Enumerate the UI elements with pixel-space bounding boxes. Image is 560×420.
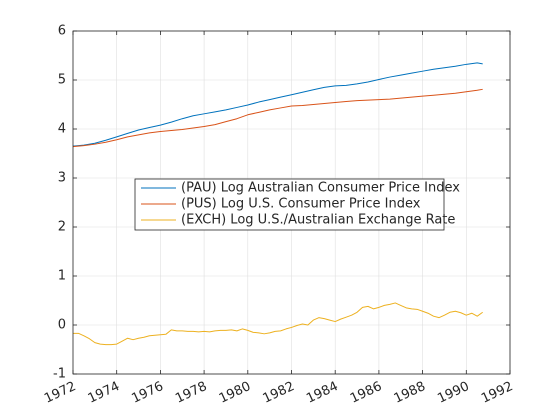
legend-label-0: (PAU) Log Australian Consumer Price Inde… xyxy=(181,181,460,196)
y-tick-label: 1 xyxy=(58,269,66,284)
y-tick-label: 0 xyxy=(58,318,66,333)
y-tick-label: 6 xyxy=(58,24,66,39)
legend-entries: (PAU) Log Australian Consumer Price Inde… xyxy=(141,181,460,228)
legend-label-2: (EXCH) Log U.S./Australian Exchange Rate xyxy=(181,213,455,228)
series-line-2 xyxy=(73,302,483,346)
y-tick-label: 3 xyxy=(58,171,66,186)
y-tick-label: 4 xyxy=(58,122,66,137)
y-tick-label: -1 xyxy=(53,367,66,382)
legend-box xyxy=(134,178,445,231)
legend-label-1: (PUS) Log U.S. Consumer Price Index xyxy=(181,197,421,212)
axis-ticks xyxy=(72,30,511,375)
y-tick-label: 5 xyxy=(58,73,66,88)
data-series xyxy=(72,62,483,346)
y-tick-label: 2 xyxy=(58,220,66,235)
series-line-1 xyxy=(72,88,483,148)
y-axis-tick-labels: -1 0 1 2 3 4 5 6 xyxy=(53,24,66,382)
series-line-0 xyxy=(72,62,483,147)
legend: (PAU) Log Australian Consumer Price Inde… xyxy=(134,178,460,231)
